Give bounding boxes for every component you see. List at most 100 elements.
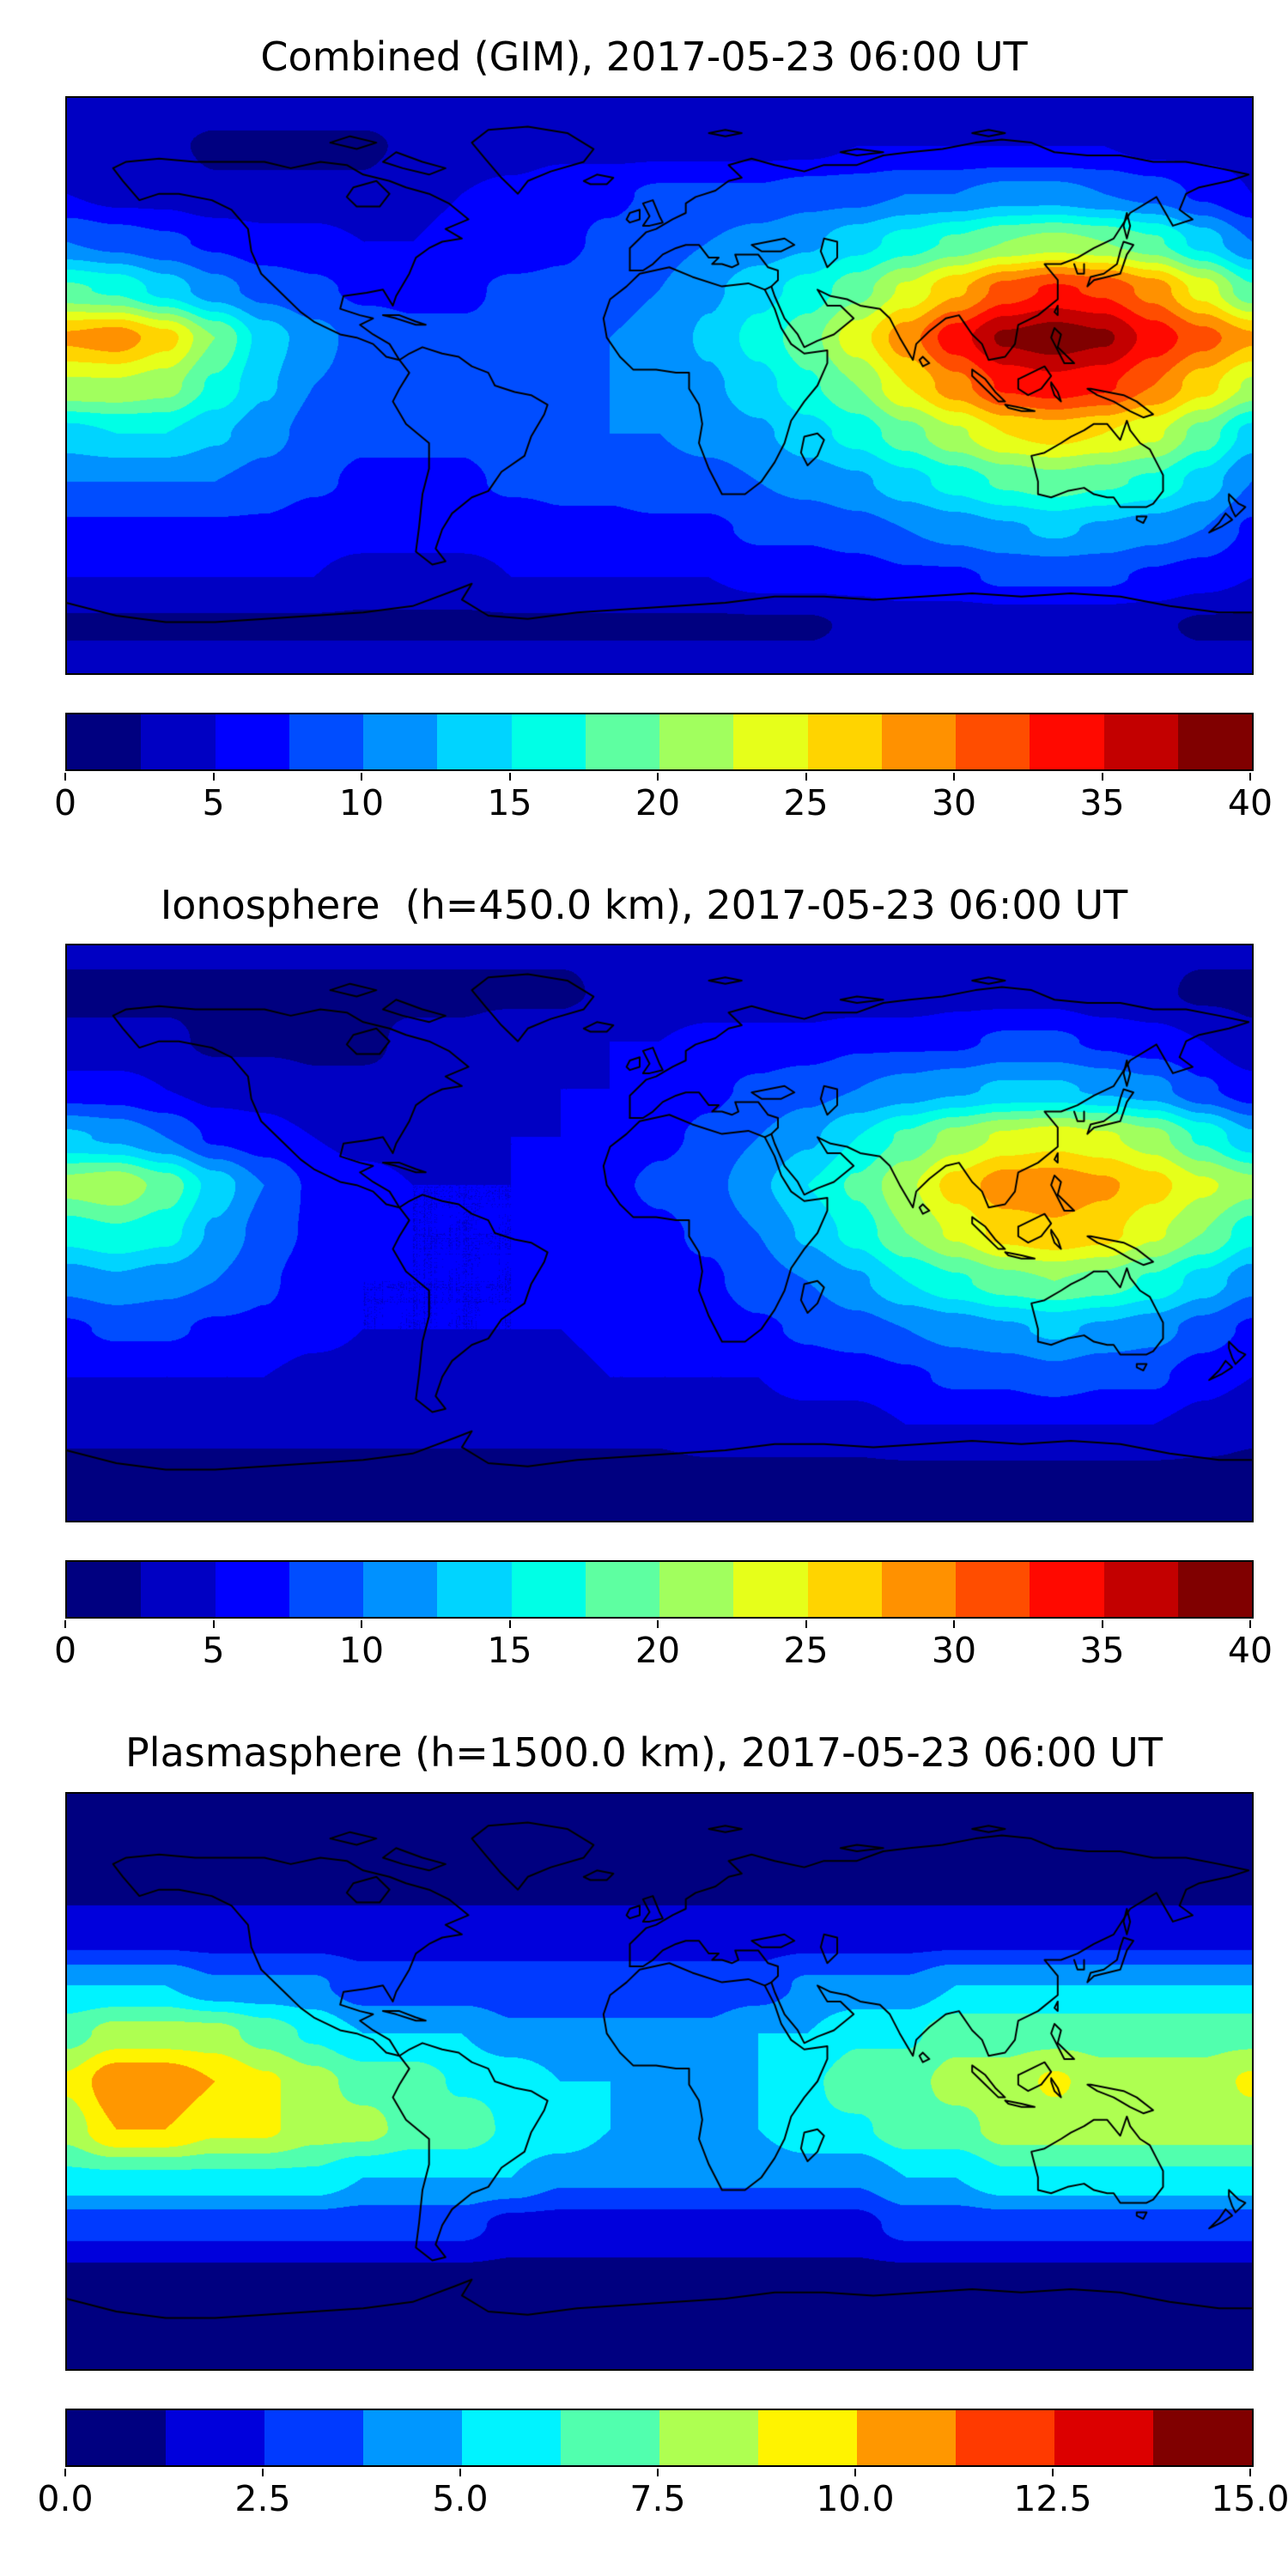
colorbar-tick-mark [212, 772, 215, 781]
colorbar-segment [659, 1562, 734, 1617]
colorbar-segment [758, 2409, 857, 2465]
colorbar-tick-label: 0.0 [37, 2477, 94, 2519]
colorbar-tick-mark [212, 1620, 215, 1628]
colorbar-tick-label: 20 [635, 781, 681, 823]
colorbar-tick-mark [1101, 1620, 1103, 1628]
colorbar-tick-mark [953, 772, 955, 781]
colorbar-ticks-plasmasphere: 0.0 2.5 5.0 7.5 10.0 12.5 15.0 [37, 2467, 1288, 2524]
map-frame-combined [65, 95, 1254, 675]
colorbar-tick-mark [1249, 2468, 1251, 2476]
colorbar-tick-mark [953, 1620, 955, 1628]
colorbar-segment [1153, 2409, 1252, 2465]
panel-plasmasphere: Plasmasphere (h=1500.0 km), 2017-05-23 0… [0, 1728, 1288, 2524]
colorbar-tick-mark [657, 2468, 659, 2476]
figure: Combined (GIM), 2017-05-23 06:00 UT 0 5 10… [0, 33, 1288, 2524]
colorbar-tick-mark [657, 772, 659, 781]
colorbar-tick-label: 15 [487, 781, 532, 823]
colorbar-segment [363, 2409, 462, 2465]
colorbar-segment [289, 714, 363, 769]
colorbar-tick-mark [459, 2468, 461, 2476]
colorbar-frame-plasmasphere [65, 2408, 1254, 2467]
colorbar-segment [215, 714, 289, 769]
colorbar-tick-label: 15.0 [1211, 2477, 1288, 2519]
colorbar-segment [1054, 2409, 1153, 2465]
colorbar-segment [956, 714, 1030, 769]
colorbar-tick-label: 20 [635, 1630, 681, 1671]
colorbar-tick-label: 40 [1227, 781, 1273, 823]
colorbar-tick-label: 0 [53, 781, 77, 823]
colorbar-segment [857, 2409, 956, 2465]
colorbar-frame-ionosphere [65, 1560, 1254, 1619]
colorbar-ticks-ionosphere: 0 5 10 15 20 25 30 35 40 [54, 1619, 1273, 1675]
panel-combined-gim: Combined (GIM), 2017-05-23 06:00 UT 0 5 10… [0, 33, 1288, 828]
map-frame-ionosphere [65, 944, 1254, 1522]
colorbar-segment [733, 1562, 808, 1617]
world-map-ionosphere-canvas [67, 945, 1252, 1521]
colorbar-segment [67, 714, 142, 769]
colorbar-tick-mark [64, 772, 66, 781]
colorbar-tick-label: 5 [202, 781, 225, 823]
colorbar-segment [1030, 714, 1104, 769]
colorbar-segment [956, 2409, 1054, 2465]
colorbar-tick-mark [508, 772, 511, 781]
colorbar-tick-label: 35 [1079, 781, 1125, 823]
colorbar-segment [215, 1562, 289, 1617]
colorbar-segment [141, 1562, 216, 1617]
colorbar-tick-label: 40 [1227, 1630, 1273, 1671]
colorbar-segment [141, 714, 216, 769]
colorbar-segment [585, 1562, 659, 1617]
colorbar-segment [956, 1562, 1030, 1617]
colorbar-tick-label: 10.0 [816, 2477, 895, 2519]
colorbar-segment [561, 2409, 659, 2465]
colorbar-segment [363, 714, 438, 769]
colorbar-tick-label: 12.5 [1013, 2477, 1092, 2519]
colorbar-segment [462, 2409, 561, 2465]
colorbar-segment [807, 714, 882, 769]
colorbar-segment [166, 2409, 264, 2465]
colorbar-segment [437, 1562, 512, 1617]
colorbar-segment [1103, 1562, 1178, 1617]
colorbar-segment [289, 1562, 363, 1617]
colorbar-tick-label: 10 [338, 781, 385, 823]
map-frame-plasmasphere [65, 1791, 1254, 2371]
colorbar-tick-label: 5.0 [432, 2477, 489, 2519]
colorbar-segment [67, 1562, 142, 1617]
colorbar-tick-mark [854, 2468, 856, 2476]
colorbar-tick-mark [262, 2468, 264, 2476]
colorbar-segment [1177, 714, 1252, 769]
colorbar-tick-label: 10 [338, 1630, 385, 1671]
colorbar-segment [807, 1562, 882, 1617]
colorbar-tick-mark [1052, 2468, 1054, 2476]
colorbar-combined [67, 714, 1252, 769]
colorbar-tick-label: 25 [783, 781, 829, 823]
colorbar-tick-label: 2.5 [234, 2477, 291, 2519]
colorbar-tick-label: 0 [53, 1630, 77, 1671]
colorbar-segment [363, 1562, 438, 1617]
colorbar-ticks-combined: 0 5 10 15 20 25 30 35 40 [54, 771, 1273, 828]
colorbar-frame-combined [65, 712, 1254, 771]
colorbar-tick-label: 5 [202, 1630, 225, 1671]
colorbar-tick-mark [1249, 772, 1251, 781]
colorbar-segment [881, 1562, 956, 1617]
colorbar-segment [511, 714, 586, 769]
colorbar-segment [1103, 714, 1178, 769]
colorbar-tick-mark [64, 2468, 66, 2476]
colorbar-segment [1030, 1562, 1104, 1617]
colorbar-segment [881, 714, 956, 769]
colorbar-segment [733, 714, 808, 769]
colorbar-ionosphere [67, 1562, 1252, 1617]
colorbar-segment [67, 2409, 166, 2465]
colorbar-segment [659, 714, 734, 769]
colorbar-tick-label: 35 [1079, 1630, 1125, 1671]
colorbar-tick-label: 25 [783, 1630, 829, 1671]
panel-title-plasmasphere: Plasmasphere (h=1500.0 km), 2017-05-23 0… [125, 1729, 1163, 1776]
colorbar-tick-mark [361, 772, 362, 781]
colorbar-tick-mark [805, 772, 807, 781]
colorbar-segment [511, 1562, 586, 1617]
panel-title-combined: Combined (GIM), 2017-05-23 06:00 UT [260, 33, 1028, 80]
world-map-combined-canvas [67, 97, 1252, 673]
colorbar-tick-mark [1101, 772, 1103, 781]
colorbar-plasmasphere [67, 2409, 1252, 2465]
colorbar-segment [1177, 1562, 1252, 1617]
colorbar-tick-mark [361, 1620, 362, 1628]
